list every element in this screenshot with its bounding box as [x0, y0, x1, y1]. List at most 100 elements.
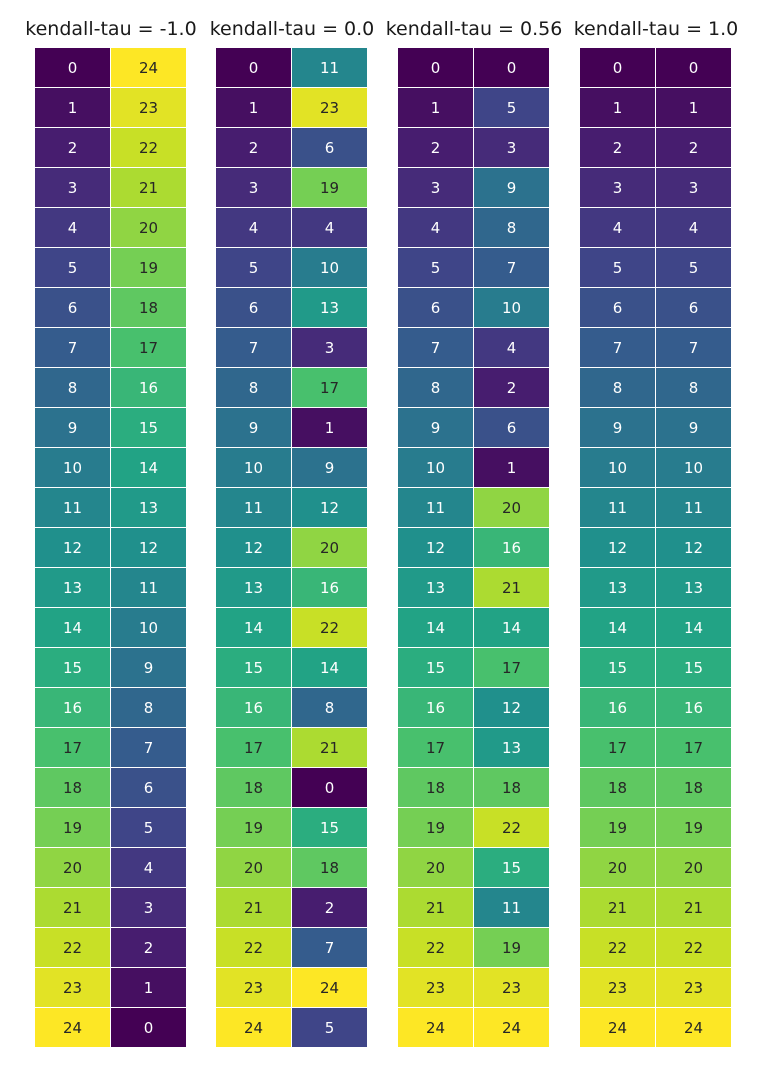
heatmap-cell: 7 [216, 328, 291, 367]
heatmap-cell: 1 [292, 408, 367, 447]
heatmap-cell: 17 [292, 368, 367, 407]
heatmap-cell: 5 [292, 1008, 367, 1047]
heatmap-cell: 4 [35, 208, 110, 247]
heatmap-cell: 4 [111, 848, 186, 887]
heatmap-cell: 3 [111, 888, 186, 927]
heatmap-cell: 17 [111, 328, 186, 367]
heatmap-cell: 5 [656, 248, 731, 287]
heatmap-cell: 20 [474, 488, 549, 527]
heatmap-cell: 1 [398, 88, 473, 127]
heatmap-cell: 5 [474, 88, 549, 127]
heatmap-cell: 0 [398, 48, 473, 87]
heatmap-cell: 13 [656, 568, 731, 607]
heatmap-cell: 22 [35, 928, 110, 967]
heatmap-cell: 15 [474, 848, 549, 887]
heatmap-cell: 1 [656, 88, 731, 127]
heatmap-cell: 9 [398, 408, 473, 447]
heatmap-cell: 17 [656, 728, 731, 767]
heatmap-cell: 0 [656, 48, 731, 87]
heatmap-cell: 3 [292, 328, 367, 367]
heatmap-panel-2: kendall-tau = 0.0 0 1 2 3 4 5 6 7 8 9 10 11 12 13 14 15… [210, 0, 374, 1082]
heatmap-cell: 24 [216, 1008, 291, 1047]
heatmap-cell: 11 [292, 48, 367, 87]
heatmap-cell: 11 [35, 488, 110, 527]
heatmap-cell: 11 [111, 568, 186, 607]
heatmap-cell: 21 [580, 888, 655, 927]
heatmap-cell: 19 [292, 168, 367, 207]
heatmap-cell: 14 [474, 608, 549, 647]
heatmap-cell: 14 [580, 608, 655, 647]
heatmap-cell: 14 [35, 608, 110, 647]
heatmap-cell: 16 [580, 688, 655, 727]
heatmap-cell: 13 [216, 568, 291, 607]
heatmap-cell: 9 [111, 648, 186, 687]
heatmap-cell: 10 [216, 448, 291, 487]
heatmap-cell: 23 [292, 88, 367, 127]
heatmap-cell: 9 [35, 408, 110, 447]
heatmap-cell: 19 [580, 808, 655, 847]
heatmap-cell: 15 [35, 648, 110, 687]
heatmap-cell: 18 [216, 768, 291, 807]
heatmap-cell: 0 [580, 48, 655, 87]
heatmap-cell: 16 [292, 568, 367, 607]
heatmap-cell: 2 [474, 368, 549, 407]
heatmap-cell: 15 [580, 648, 655, 687]
heatmap-cell: 5 [580, 248, 655, 287]
heatmap-cell: 15 [292, 808, 367, 847]
heatmap-cell: 7 [292, 928, 367, 967]
heatmap-cell: 9 [216, 408, 291, 447]
heatmap-cell: 2 [292, 888, 367, 927]
heatmap-cell: 12 [656, 528, 731, 567]
heatmap-cell: 18 [111, 288, 186, 327]
heatmap-cell: 5 [111, 808, 186, 847]
heatmap-cell: 6 [398, 288, 473, 327]
heatmap-cell: 6 [292, 128, 367, 167]
heatmap-cell: 4 [656, 208, 731, 247]
heatmap-cell: 19 [111, 248, 186, 287]
heatmap-cell: 10 [580, 448, 655, 487]
heatmap-cell: 23 [474, 968, 549, 1007]
heatmap-cell: 17 [580, 728, 655, 767]
heatmap-cell: 7 [111, 728, 186, 767]
heatmap-cell: 7 [35, 328, 110, 367]
heatmap-cell: 3 [398, 168, 473, 207]
heatmap-cell: 23 [580, 968, 655, 1007]
heatmap-cell: 16 [216, 688, 291, 727]
heatmap-cell: 3 [216, 168, 291, 207]
heatmap-cell: 17 [216, 728, 291, 767]
heatmap-cell: 3 [474, 128, 549, 167]
heatmap-cell: 9 [580, 408, 655, 447]
heatmap-cell: 22 [398, 928, 473, 967]
heatmap-cell: 22 [580, 928, 655, 967]
heatmap-cell: 15 [656, 648, 731, 687]
heatmap-cell: 23 [398, 968, 473, 1007]
heatmap-cell: 10 [474, 288, 549, 327]
heatmap-cell: 4 [216, 208, 291, 247]
heatmap-cell: 16 [474, 528, 549, 567]
heatmap-cell: 19 [35, 808, 110, 847]
heatmap-cell: 7 [580, 328, 655, 367]
heatmap-cell: 12 [398, 528, 473, 567]
heatmap-cell: 14 [111, 448, 186, 487]
heatmap-cell: 11 [216, 488, 291, 527]
heatmap-cell: 2 [656, 128, 731, 167]
heatmap-cell: 6 [35, 288, 110, 327]
heatmap-cell: 2 [35, 128, 110, 167]
heatmap-panel-1: kendall-tau = -1.0 0 1 2 3 4 5 6 7 8 9 10 11 12 13 14 1… [25, 0, 197, 1082]
heatmap-cell: 9 [292, 448, 367, 487]
heatmap-cell: 2 [580, 128, 655, 167]
heatmap-cell: 10 [111, 608, 186, 647]
heatmap-cell: 5 [216, 248, 291, 287]
heatmap-cell: 14 [292, 648, 367, 687]
heatmap-cell: 17 [474, 648, 549, 687]
heatmap-cell: 24 [35, 1008, 110, 1047]
heatmap-cell: 8 [656, 368, 731, 407]
heatmap-cell: 12 [35, 528, 110, 567]
heatmap-cell: 10 [35, 448, 110, 487]
panel-title: kendall-tau = 0.0 [209, 18, 375, 40]
heatmap-cell: 16 [398, 688, 473, 727]
heatmap-cell: 23 [111, 88, 186, 127]
heatmap-cell: 22 [216, 928, 291, 967]
heatmap-cell: 0 [292, 768, 367, 807]
